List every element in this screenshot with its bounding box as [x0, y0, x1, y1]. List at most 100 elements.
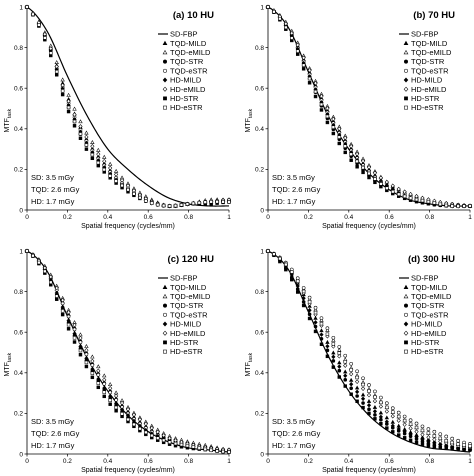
data-point — [96, 163, 101, 168]
data-point — [379, 395, 383, 400]
data-point — [414, 440, 419, 445]
y-tick-label: 0.4 — [255, 126, 264, 133]
data-point — [402, 194, 407, 199]
legend-entry: HD-MILD — [403, 76, 443, 85]
legend-marker — [163, 312, 167, 317]
y-tick-label: 0.8 — [255, 45, 264, 52]
legend-label: HD-MILD — [411, 320, 443, 329]
data-point — [331, 354, 336, 360]
data-point — [343, 373, 348, 379]
x-tick-label: 0.6 — [385, 458, 394, 465]
data-point — [343, 150, 347, 155]
data-point — [131, 412, 137, 418]
data-point — [126, 417, 130, 422]
data-point — [72, 336, 77, 340]
data-point — [420, 424, 425, 429]
data-point — [49, 280, 53, 285]
legend-label: TQD-eSTR — [411, 66, 449, 75]
data-point — [84, 356, 89, 361]
data-point — [384, 419, 389, 425]
data-point — [402, 189, 407, 195]
data-point — [414, 429, 419, 434]
data-point — [438, 202, 443, 207]
legend-marker — [162, 86, 168, 92]
data-point — [384, 415, 389, 420]
y-tick-label: 0 — [260, 451, 264, 458]
data-point — [167, 204, 172, 208]
data-point — [420, 198, 425, 203]
data-point — [432, 429, 437, 434]
data-point — [72, 124, 77, 128]
data-point — [414, 197, 419, 202]
data-point — [66, 310, 71, 315]
y-tick-label: 0.4 — [14, 370, 23, 377]
data-point — [361, 165, 365, 170]
legend-label: TQD-STR — [411, 301, 445, 310]
y-axis-label: MTFtask — [4, 352, 13, 376]
x-axis-label: Spatial frequency (cycles/mm) — [322, 223, 416, 230]
data-point — [402, 414, 407, 419]
data-point — [349, 381, 354, 387]
data-point — [373, 180, 377, 185]
data-point — [66, 314, 71, 319]
data-point — [25, 5, 29, 9]
data-point — [384, 179, 389, 185]
data-point — [462, 204, 466, 208]
data-point — [432, 444, 437, 449]
data-point — [343, 369, 348, 374]
data-point — [48, 46, 53, 51]
legend-label: HD-eMILD — [170, 329, 206, 338]
data-point — [84, 347, 89, 353]
data-point — [301, 289, 306, 294]
dose-annotation: SD: 3.5 mGy TQD: 2.6 mGy HD: 1.7 mGy — [272, 173, 321, 206]
legend-label: HD-MILD — [170, 76, 202, 85]
x-tick-label: 1 — [227, 214, 231, 221]
y-tick-label: 0.8 — [14, 45, 23, 52]
legend-entry: HD-eMILD — [403, 329, 447, 338]
x-axis-label: Spatial frequency (cycles/mm) — [322, 467, 416, 474]
data-point — [426, 434, 431, 440]
data-point — [78, 348, 83, 353]
data-point — [355, 369, 359, 374]
data-point — [102, 373, 107, 378]
data-point — [60, 304, 65, 310]
data-point — [185, 202, 190, 206]
x-tick-label: 1 — [468, 458, 472, 465]
y-tick-label: 0.2 — [255, 411, 264, 418]
data-point — [325, 339, 330, 344]
dose-annotation: SD: 3.5 mGy TQD: 2.6 mGy HD: 1.7 mGy — [31, 417, 80, 450]
legend-entry: SD-FBP — [399, 274, 439, 283]
data-point — [84, 364, 89, 369]
data-point — [438, 432, 443, 436]
data-point — [290, 36, 294, 40]
legend-label: TQD-eSTR — [170, 66, 208, 75]
legend-marker — [162, 77, 168, 83]
legend-entry: TQD-MILD — [403, 39, 448, 48]
data-point — [119, 400, 125, 406]
x-tick-label: 0.8 — [425, 214, 434, 221]
data-point — [161, 433, 166, 438]
data-point — [307, 81, 312, 85]
data-point — [78, 340, 83, 345]
legend-marker — [163, 68, 167, 73]
data-point — [90, 371, 95, 375]
data-point — [144, 199, 148, 203]
data-point — [137, 417, 142, 422]
legend-label: HD-STR — [170, 338, 199, 347]
data-point — [60, 297, 65, 303]
data-point — [102, 394, 106, 399]
legend-label: TQD-MILD — [170, 283, 207, 292]
dose-line: SD: 3.5 mGy — [272, 173, 315, 182]
data-point — [343, 363, 348, 368]
panel-title: (b) 70 HU — [413, 10, 455, 21]
legend-label: SD-FBP — [411, 30, 439, 39]
y-tick-label: 0.6 — [255, 330, 264, 337]
data-point — [289, 30, 294, 36]
data-point — [90, 375, 95, 380]
data-point — [373, 395, 377, 399]
legend-marker — [162, 321, 168, 327]
dose-line: HD: 1.7 mGy — [31, 441, 75, 450]
data-point — [307, 76, 312, 81]
data-point — [456, 442, 460, 446]
